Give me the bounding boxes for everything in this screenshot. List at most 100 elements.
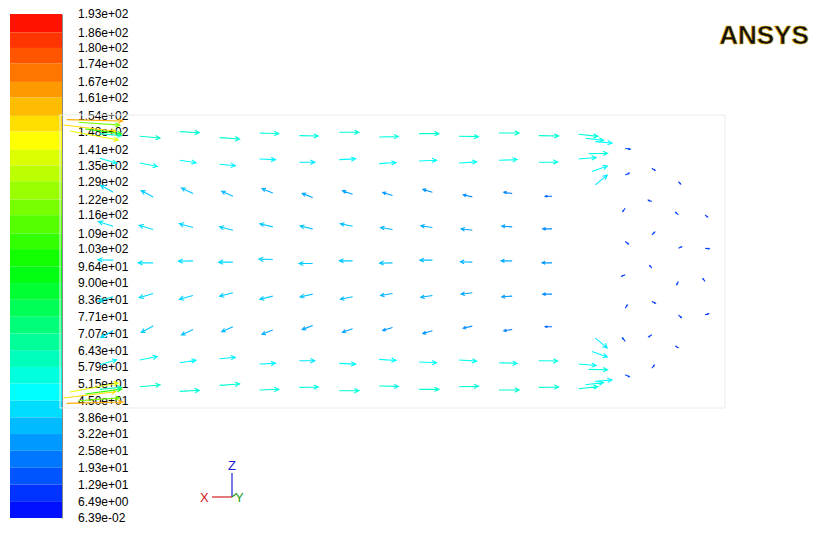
colorbar-tick-label: 1.03e+02 [78,242,129,256]
colorbar-axis: 1.93e+021.86e+021.80e+021.74e+021.67e+02… [62,7,129,525]
velocity-vector [705,314,709,315]
velocity-vector [340,297,352,301]
velocity-vector [625,173,629,175]
velocity-vector [262,330,273,335]
colorbar-tick-label: 1.93e+02 [78,7,129,21]
colorbar-tick-label: 7.71e+01 [78,310,129,324]
colorbar-band [10,132,62,150]
velocity-vector [676,212,679,214]
colorbar-band [10,116,62,132]
velocity-vector [222,327,233,332]
colorbar-band [10,434,62,451]
velocity-vector [705,248,709,249]
velocity-vector [539,134,559,138]
colorbar-band [10,14,62,32]
velocity-vector [220,137,240,141]
colorbar-tick-label: 2.58e+01 [78,444,129,458]
colorbar-tick: 1.67e+02 [62,75,129,89]
colorbar-band [10,367,62,384]
velocity-vector [101,185,114,192]
colorbar-tick: 1.22e+02 [62,193,129,207]
colorbar-band [10,484,62,501]
velocity-vector [67,400,123,404]
colorbar-tick-label: 1.35e+02 [78,159,129,173]
velocity-vector [100,133,122,137]
velocity-vector [139,225,153,230]
colorbar-tick: 4.50e+01 [62,394,129,408]
velocity-vector [463,326,472,329]
colorbar-band [10,215,62,233]
velocity-vector [302,325,313,329]
colorbar-band [10,350,62,367]
velocity-vector [342,190,352,194]
colorbar-tick-label: 1.74e+02 [78,57,129,71]
colorbar-band [10,166,62,182]
colorbar-band [10,150,62,166]
velocity-vector [98,258,113,262]
velocity-vector [260,361,276,365]
velocity-vector [180,388,200,392]
colorbar-tick: 6.39e-02 [62,511,126,525]
colorbar-tick-label: 1.67e+02 [78,75,129,89]
velocity-vector [260,296,273,300]
colorbar-tick: 1.03e+02 [62,242,129,256]
velocity-vector [579,385,598,389]
velocity-vector [179,223,193,228]
velocity-vector [260,157,276,161]
colorbar-band [10,401,62,418]
velocity-vector [677,281,679,284]
colorbar-tick: 9.64e+01 [62,260,129,274]
colorbar-band [10,249,62,266]
colorbar-tick: 1.16e+02 [62,208,129,222]
velocity-vector [543,293,552,296]
velocity-vector [181,188,193,194]
colorbar-tick-label: 1.41e+02 [78,143,129,157]
triad-z-axis [231,473,232,497]
velocity-vector [678,315,681,318]
velocity-vector [180,160,196,164]
colorbar [10,14,62,518]
velocity-vector [381,226,393,230]
velocity-vector [220,382,240,386]
velocity-vector [220,163,236,167]
velocity-vector [625,375,629,377]
colorbar-band [10,233,62,249]
velocity-vector [625,148,630,149]
velocity-vector [140,355,158,360]
velocity-vector [180,130,200,134]
colorbar-tick-label: 8.36e+01 [78,293,129,307]
colorbar-band [10,283,62,300]
velocity-vector [649,335,652,337]
colorbar-tick: 8.36e+01 [62,293,129,307]
velocity-vector [420,258,433,262]
velocity-vector [625,305,627,308]
velocity-vector [589,367,608,371]
velocity-vector [652,232,655,235]
velocity-vector [100,359,117,365]
colorbar-tick-label: 1.29e+01 [78,478,129,492]
colorbar-tick: 5.15e+01 [62,377,129,391]
velocity-vector [419,131,439,135]
velocity-vector [502,225,513,228]
colorbar-band [10,300,62,317]
velocity-vector [419,158,437,162]
colorbar-tick-label: 6.39e-02 [78,511,126,525]
velocity-vector [459,160,477,164]
velocity-vector [703,279,705,282]
velocity-vector [99,297,114,302]
colorbar-tick-label: 1.22e+02 [78,193,129,207]
velocity-vector [461,292,472,295]
colorbar-band [10,317,62,334]
colorbar-band [10,64,62,82]
velocity-vector [383,327,393,331]
velocity-vector [299,160,314,164]
velocity-vector [178,259,193,263]
colorbar-band [10,181,62,199]
velocity-vector [299,385,318,389]
colorbar-tick: 3.86e+01 [62,411,129,425]
velocity-vector [461,228,472,231]
colorbar-tick-label: 6.49e+00 [78,495,129,509]
colorbar-tick: 1.35e+02 [62,159,129,173]
colorbar-tick-label: 1.80e+02 [78,41,129,55]
velocity-vector [260,223,273,227]
